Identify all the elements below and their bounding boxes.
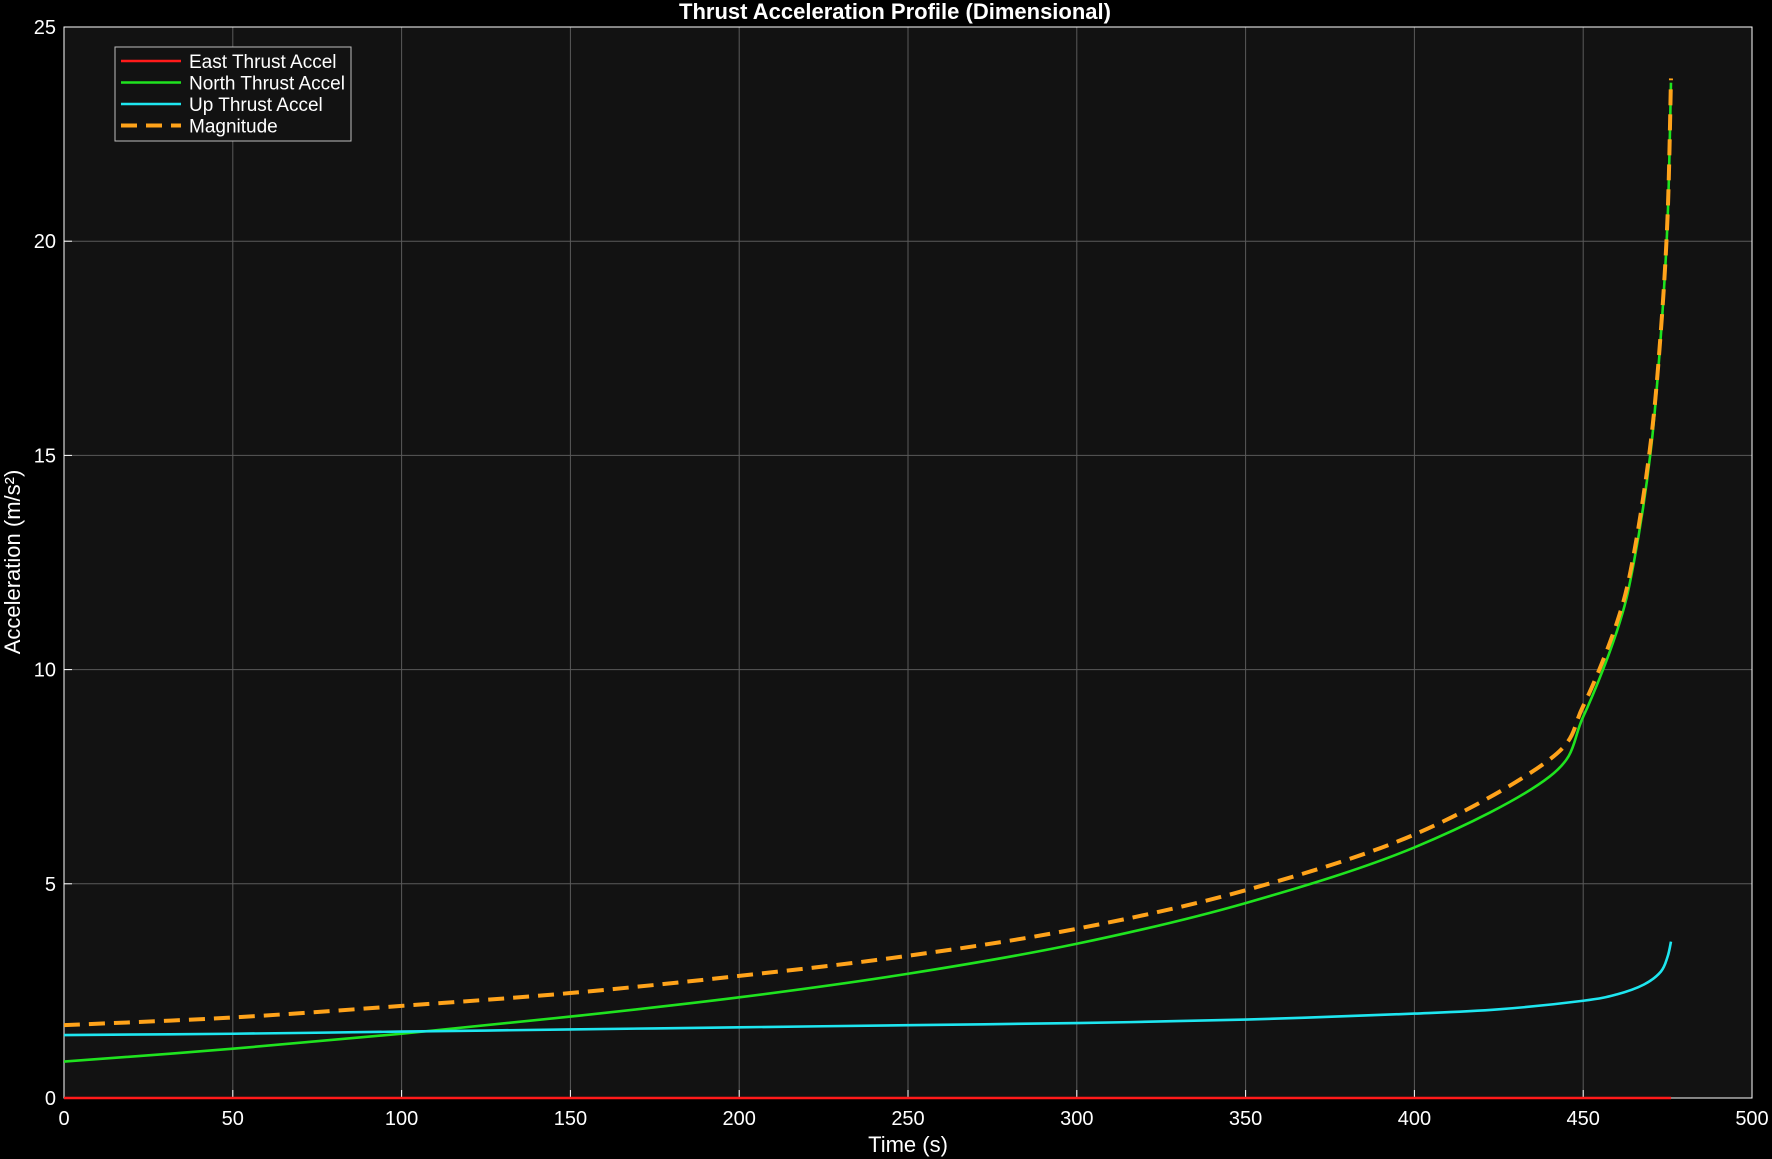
chart-title: Thrust Acceleration Profile (Dimensional…: [679, 0, 1111, 24]
x-tick-label-10: 500: [1735, 1108, 1768, 1130]
y-tick-label-0: 0: [45, 1088, 56, 1110]
x-tick-label-1: 50: [222, 1108, 244, 1130]
y-tick-label-3: 15: [34, 445, 56, 467]
y-tick-label-4: 20: [34, 231, 56, 253]
legend-label-2: Up Thrust Accel: [189, 95, 323, 116]
x-tick-label-0: 0: [58, 1108, 69, 1130]
x-axis-ticks: 0 50 100 150 200 250 300 350 400 450 500: [58, 1090, 1769, 1130]
series-line-magnitude: [63, 78, 1673, 1028]
y-axis-label: Acceleration (m/s²): [0, 470, 25, 655]
series-line-up-thrust-accel: [63, 941, 1673, 1037]
x-tick-label-8: 400: [1398, 1108, 1431, 1130]
x-tick-label-9: 450: [1567, 1108, 1600, 1130]
legend-label-3: Magnitude: [189, 117, 278, 138]
x-axis-label: Time (s): [868, 1132, 948, 1157]
x-tick-label-6: 300: [1060, 1108, 1093, 1130]
x-tick-label-5: 250: [891, 1108, 924, 1130]
y-tick-label-5: 25: [34, 17, 56, 39]
legend-label-0: East Thrust Accel: [189, 52, 337, 73]
x-tick-label-7: 350: [1229, 1108, 1262, 1130]
y-axis-ticks: 0 5 10 15 20 25: [34, 17, 72, 1110]
x-tick-label-3: 150: [554, 1108, 587, 1130]
grid-lines: [63, 26, 1753, 1099]
x-tick-label-2: 100: [385, 1108, 418, 1130]
y-tick-label-1: 5: [45, 874, 56, 896]
y-tick-label-2: 10: [34, 660, 56, 682]
series-layer: [63, 78, 1673, 1100]
x-tick-label-4: 200: [723, 1108, 756, 1130]
legend-label-1: North Thrust Accel: [189, 74, 345, 95]
